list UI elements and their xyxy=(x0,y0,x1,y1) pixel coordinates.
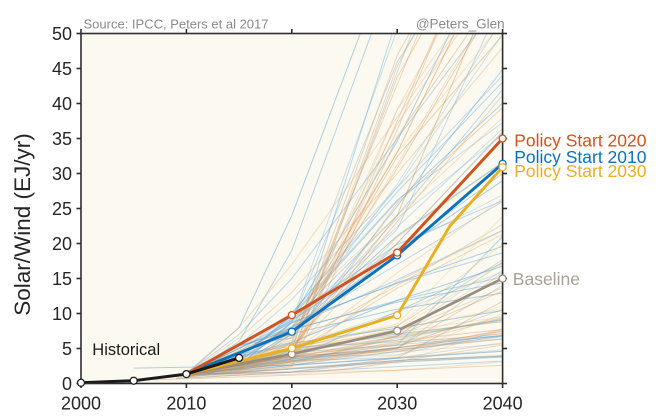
svg-text:45: 45 xyxy=(52,59,72,79)
svg-text:2020: 2020 xyxy=(272,394,312,414)
svg-text:25: 25 xyxy=(52,199,72,219)
svg-text:50: 50 xyxy=(52,24,72,44)
svg-text:30: 30 xyxy=(52,164,72,184)
svg-text:5: 5 xyxy=(62,339,72,359)
svg-text:2040: 2040 xyxy=(483,394,523,414)
svg-text:0: 0 xyxy=(62,374,72,394)
svg-text:15: 15 xyxy=(52,269,72,289)
svg-text:Policy Start 2010: Policy Start 2010 xyxy=(514,147,647,167)
svg-text:Baseline: Baseline xyxy=(513,269,580,289)
svg-text:35: 35 xyxy=(52,129,72,149)
svg-text:@Peters_Glen: @Peters_Glen xyxy=(416,17,505,32)
svg-text:2030: 2030 xyxy=(377,394,417,414)
svg-text:Policy Start 2030: Policy Start 2030 xyxy=(514,161,647,181)
svg-text:40: 40 xyxy=(52,94,72,114)
svg-text:Historical: Historical xyxy=(92,341,160,359)
svg-text:Policy Start 2020: Policy Start 2020 xyxy=(514,130,647,150)
svg-text:Source: IPCC, Peters et al 201: Source: IPCC, Peters et al 2017 xyxy=(84,17,269,32)
svg-text:20: 20 xyxy=(52,234,72,254)
svg-text:Solar/Wind (EJ/yr): Solar/Wind (EJ/yr) xyxy=(10,133,35,316)
svg-text:2000: 2000 xyxy=(61,394,101,414)
svg-text:2010: 2010 xyxy=(166,394,206,414)
svg-text:10: 10 xyxy=(52,304,72,324)
